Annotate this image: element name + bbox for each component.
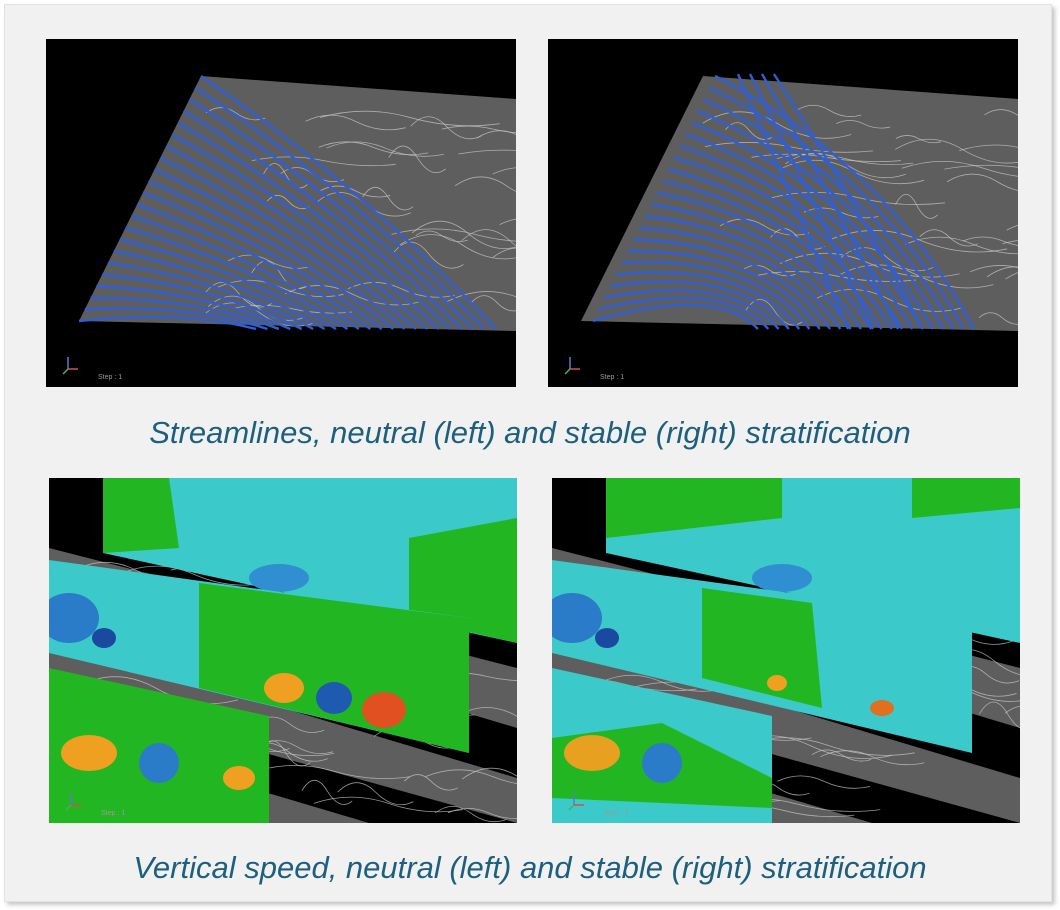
step-label: Step : 1 (101, 810, 125, 817)
speed-blob (223, 766, 255, 790)
speed-region (103, 478, 179, 553)
step-label: Step : 1 (98, 374, 122, 381)
speed-blob (249, 564, 309, 592)
speed-blob (642, 743, 682, 783)
speed-blob (767, 675, 787, 691)
slide: Step : 1 Step : 1 Streamlines, neutral (… (4, 4, 1052, 902)
speed-blob (362, 692, 406, 728)
speed-blob (61, 735, 117, 771)
speed-blob (264, 673, 304, 703)
streamline-image: Step : 1 (46, 39, 516, 387)
speed-blob (316, 682, 352, 714)
speed-blob (752, 564, 812, 592)
page: Step : 1 Step : 1 Streamlines, neutral (… (0, 0, 1060, 910)
caption: Streamlines, neutral (left) and stable (… (5, 415, 1055, 451)
vertical-speed-image: Step : 1 (552, 478, 1020, 823)
speed-blob (870, 700, 894, 716)
step-label: Step : 1 (604, 810, 628, 817)
vertical-speed-image: Step : 1 (49, 478, 517, 823)
streamline-image: Step : 1 (548, 39, 1018, 387)
speed-blob (92, 628, 116, 648)
speed-blob (564, 735, 620, 771)
caption: Vertical speed, neutral (left) and stabl… (5, 850, 1055, 886)
speed-blob (139, 743, 179, 783)
speed-blob (595, 628, 619, 648)
step-label: Step : 1 (600, 374, 624, 381)
